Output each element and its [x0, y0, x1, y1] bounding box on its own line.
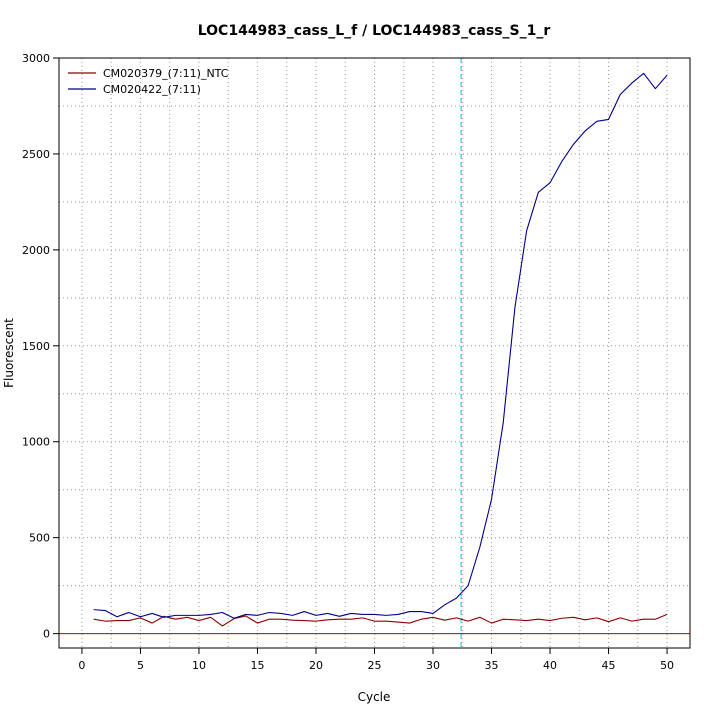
x-axis-label: Cycle	[358, 690, 391, 704]
legend-entry-1: CM020379_(7:11)_NTC	[103, 67, 229, 80]
x-tick-label: 25	[368, 659, 382, 672]
x-tick-label: 50	[660, 659, 674, 672]
y-tick-label: 1000	[22, 436, 50, 449]
x-axis: 0 5 10 15 20 25 30 35 40 45 50	[78, 648, 674, 672]
series-line-1	[93, 613, 668, 627]
y-tick-label: 2000	[22, 244, 50, 257]
chart-title: LOC144983_cass_L_f / LOC144983_cass_S_1_…	[198, 23, 551, 39]
x-tick-label: 5	[137, 659, 144, 672]
y-tick-label: 3000	[22, 52, 50, 65]
y-axis-label: Fluorescent	[2, 318, 16, 388]
x-tick-label: 10	[192, 659, 206, 672]
y-tick-label: 1500	[22, 340, 50, 353]
x-tick-label: 20	[309, 659, 323, 672]
y-tick-label: 0	[43, 628, 50, 641]
legend-entry-2: CM020422_(7:11)	[103, 83, 201, 96]
x-tick-label: 45	[602, 659, 616, 672]
legend: CM020379_(7:11)_NTC CM020422_(7:11)	[68, 67, 229, 96]
x-tick-label: 35	[485, 659, 499, 672]
x-tick-label: 40	[543, 659, 557, 672]
x-tick-label: 15	[250, 659, 264, 672]
y-tick-label: 2500	[22, 148, 50, 161]
series-lines	[93, 72, 668, 627]
x-tick-label: 0	[78, 659, 85, 672]
y-tick-label: 500	[29, 532, 50, 545]
series-line-2	[93, 72, 668, 619]
y-axis: 0 500 1000 1500 2000 2500 3000	[22, 52, 59, 641]
x-tick-label: 30	[426, 659, 440, 672]
